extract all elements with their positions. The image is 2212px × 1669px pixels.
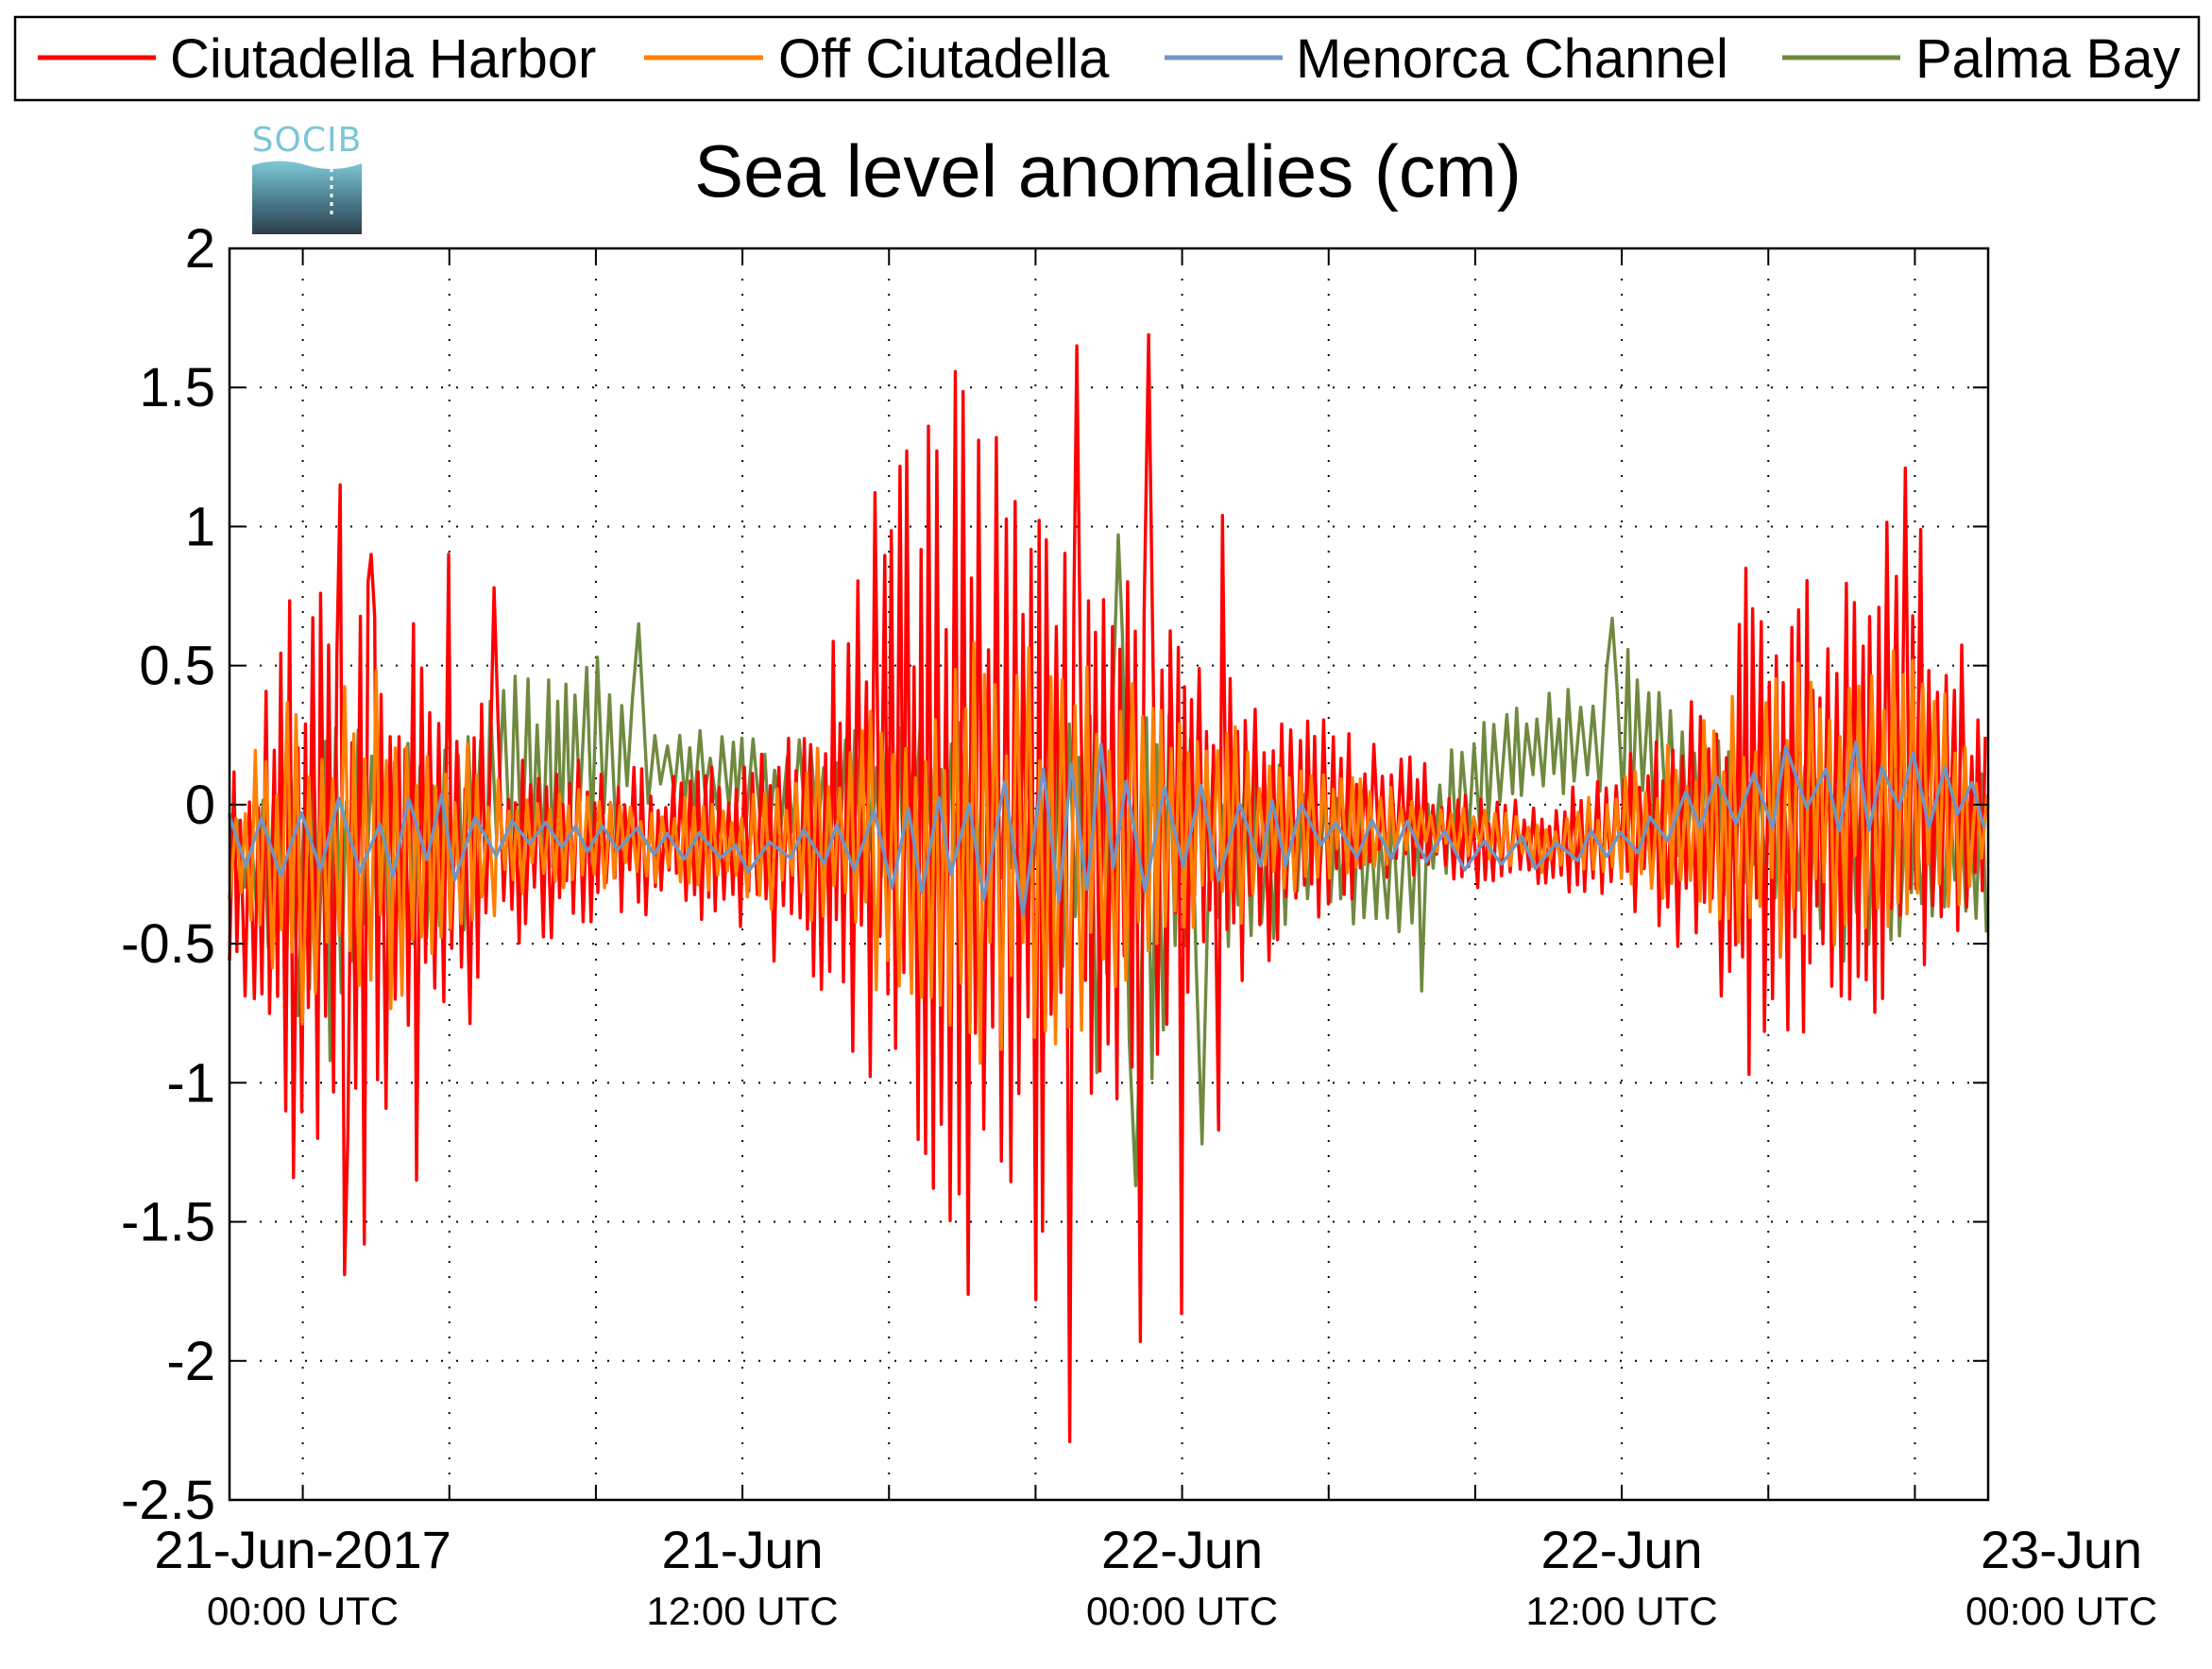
y-tick-label: -1.5 — [121, 1192, 215, 1253]
y-tick-label: 1 — [185, 496, 215, 557]
legend-label-menorca-channel: Menorca Channel — [1296, 28, 1728, 90]
y-tick-label: -1 — [166, 1052, 215, 1114]
series-line-off-ciutadella — [228, 640, 1989, 1065]
chart-title: Sea level anomalies (cm) — [694, 129, 1522, 213]
y-tick-label: -2.5 — [121, 1470, 215, 1531]
x-tick-time-label: 00:00 UTC — [207, 1589, 399, 1633]
y-tick-label: 0 — [185, 775, 215, 836]
legend-label-palma-bay: Palma Bay — [1915, 28, 2180, 90]
y-tick-label: -0.5 — [121, 913, 215, 975]
plot-border — [228, 247, 1990, 1502]
y-tick-label: -2 — [166, 1331, 215, 1392]
axis-ticks — [230, 247, 1988, 1501]
legend-label-ciutadella-harbor: Ciutadella Harbor — [170, 28, 596, 90]
y-axis-tick-labels: 2 1.5 1 0.5 0 -0.5 -1 -1.5 -2 -2.5 — [121, 218, 215, 1531]
series-line-menorca-channel — [228, 740, 1986, 917]
x-tick-time-label: 00:00 UTC — [1965, 1589, 2157, 1633]
plot-area — [228, 247, 1990, 1502]
x-tick-date-label: 21-Jun — [661, 1520, 823, 1579]
x-axis-tick-labels: 21-Jun-2017 00:00 UTC 21-Jun 12:00 UTC 22-Ju… — [154, 1520, 2157, 1633]
x-tick-time-label: 12:00 UTC — [647, 1589, 839, 1633]
socib-logo: SOCIB — [252, 121, 363, 234]
legend-label-off-ciutadella: Off Ciutadella — [778, 28, 1110, 90]
x-tick-date-label: 22-Jun — [1540, 1520, 1702, 1579]
x-tick-date-label: 21-Jun-2017 — [154, 1520, 451, 1579]
socib-logo-text: SOCIB — [252, 121, 363, 160]
x-tick-date-label: 23-Jun — [1981, 1520, 2142, 1579]
x-tick-date-label: 22-Jun — [1101, 1520, 1263, 1579]
y-tick-label: 1.5 — [139, 357, 215, 418]
x-tick-time-label: 12:00 UTC — [1526, 1589, 1718, 1633]
series-lines — [228, 332, 1989, 1443]
series-line-ciutadella-harbor — [228, 332, 1987, 1443]
y-tick-label: 0.5 — [139, 636, 215, 697]
legend: Ciutadella Harbor Off Ciutadella Menorca… — [13, 15, 2201, 102]
y-tick-label: 2 — [185, 218, 215, 280]
x-tick-time-label: 00:00 UTC — [1086, 1589, 1278, 1633]
